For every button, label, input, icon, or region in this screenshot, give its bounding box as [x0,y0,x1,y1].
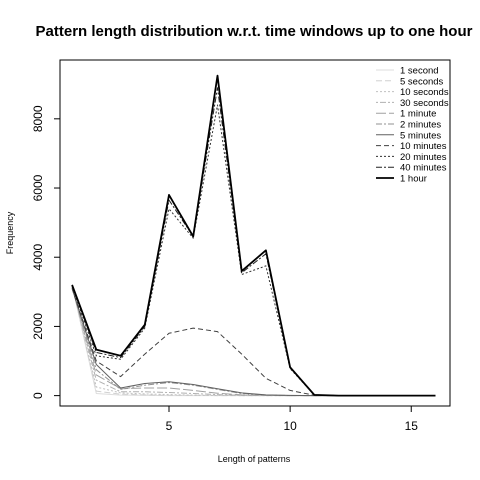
legend-label: 10 minutes [400,141,447,152]
y-tick-label: 6000 [31,174,45,201]
series-layer [71,74,436,397]
series-line-20-minutes [71,104,436,397]
x-tick-label: 5 [166,419,173,433]
legend-label: 5 minutes [400,130,441,141]
x-tick-label: 10 [283,419,297,433]
series-line-30-seconds [71,286,436,397]
legend-label: 40 minutes [400,163,447,174]
y-tick-label: 8000 [31,105,45,132]
legend-label: 10 seconds [400,87,449,98]
series-line-1-minute [71,286,436,397]
y-tick-label: 4000 [31,244,45,271]
legend-label: 1 hour [400,174,427,185]
series-line-10-minutes [71,288,436,397]
x-tick-label: 15 [405,419,419,433]
x-axis: 5 10 15 [166,406,419,433]
series-line-1-hour [71,74,436,397]
series-line-10-seconds [71,284,436,397]
legend-label: 20 minutes [400,152,447,163]
y-axis: 0 2000 4000 6000 8000 [31,105,60,399]
plot-frame [59,59,451,407]
series-line-5-minutes [71,288,436,397]
chart-title: Pattern length distribution w.r.t. time … [36,23,473,40]
legend-label: 1 second [400,66,439,77]
y-tick-label: 0 [31,392,45,399]
series-line-5-seconds [71,284,436,397]
legend-label: 30 seconds [400,98,449,109]
series-line-1-second [71,284,436,397]
x-axis-label: Length of patterns [218,454,291,464]
legend-label: 2 minutes [400,120,441,131]
y-axis-label: Frequency [5,211,15,254]
legend-label: 5 seconds [400,76,444,87]
legend-label: 1 minute [400,109,436,120]
y-tick-label: 2000 [31,313,45,340]
series-line-2-minutes [71,288,436,397]
